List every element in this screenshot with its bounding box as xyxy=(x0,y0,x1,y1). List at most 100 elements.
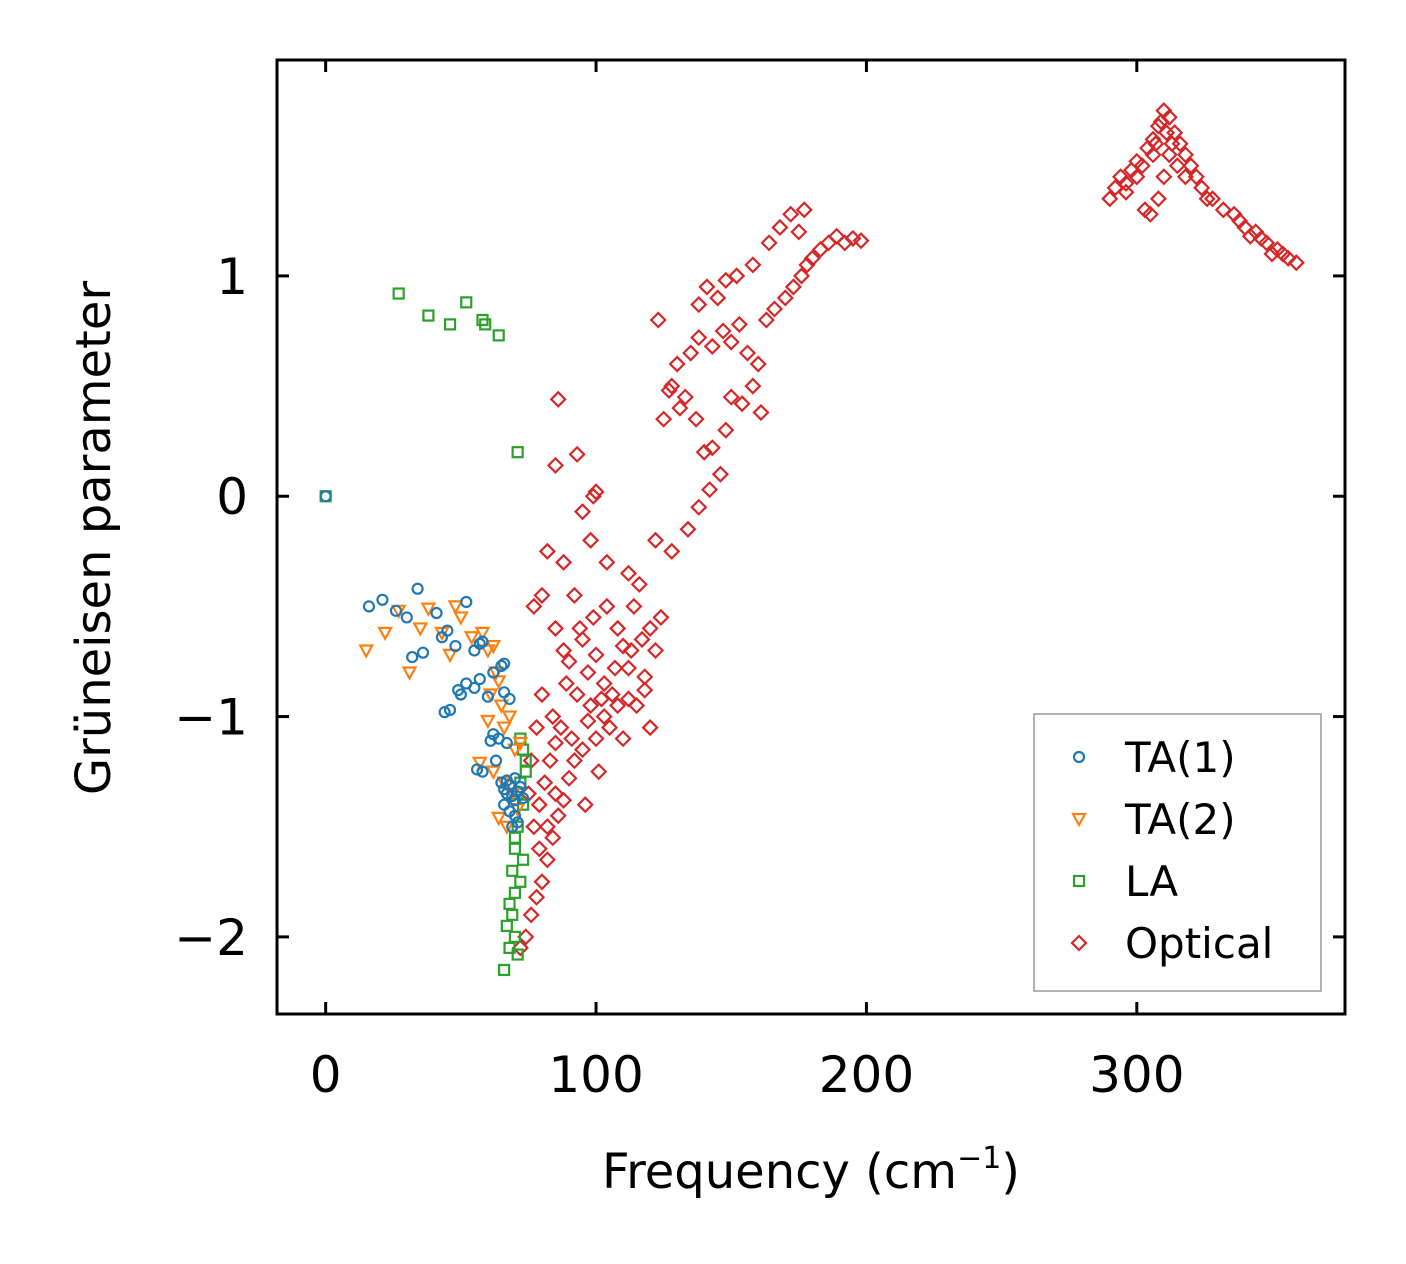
point-ta-2 xyxy=(496,721,512,736)
point-optical xyxy=(587,483,605,501)
point-ta-1 xyxy=(489,754,503,767)
point-optical xyxy=(598,553,616,571)
y-tick-label: 1 xyxy=(216,248,248,306)
point-optical xyxy=(619,659,638,677)
point-optical xyxy=(528,888,546,906)
point-optical xyxy=(544,829,562,847)
point-ta-1 xyxy=(400,611,413,624)
point-optical xyxy=(573,630,592,649)
x-tick-label: 300 xyxy=(1089,1046,1184,1104)
point-optical xyxy=(792,267,811,285)
point-ta-2 xyxy=(490,675,507,690)
point-la xyxy=(422,309,435,322)
point-optical xyxy=(606,659,624,677)
point-optical xyxy=(619,564,638,582)
y-tick-label: −2 xyxy=(174,909,248,967)
point-optical xyxy=(730,315,748,333)
legend-item-ta-2: TA(2) xyxy=(1071,795,1236,844)
y-tick-label: 0 xyxy=(216,468,248,526)
point-la xyxy=(460,296,473,309)
point-ta-2 xyxy=(442,648,458,664)
point-optical xyxy=(760,234,778,252)
series-optical xyxy=(511,102,1305,957)
point-ta-2 xyxy=(480,714,496,730)
point-optical xyxy=(679,520,697,538)
point-optical xyxy=(525,597,543,615)
point-optical xyxy=(703,439,721,457)
point-optical xyxy=(1198,190,1216,208)
point-ta-2 xyxy=(463,631,480,646)
point-optical xyxy=(601,719,619,737)
point-optical xyxy=(1147,135,1165,153)
point-ta-2 xyxy=(401,666,418,681)
point-la xyxy=(503,897,516,910)
point-optical xyxy=(820,234,838,252)
point-la xyxy=(508,842,522,855)
point-optical xyxy=(1117,183,1135,201)
point-ta-1 xyxy=(487,666,500,679)
y-axis-title: Grüneisen parameter xyxy=(66,281,122,796)
point-ta-1 xyxy=(476,635,489,648)
point-optical xyxy=(749,355,767,373)
point-ta-1 xyxy=(441,624,454,637)
axis-ticks-layer: 0 100 200 300 −2 −1 0 1 xyxy=(174,60,1345,1104)
point-optical xyxy=(1241,227,1259,245)
point-optical xyxy=(714,322,732,340)
point-optical xyxy=(776,289,794,307)
point-ta-1 xyxy=(508,772,522,785)
point-optical xyxy=(728,267,746,285)
point-la xyxy=(508,831,522,844)
point-optical xyxy=(687,410,705,428)
point-optical xyxy=(582,531,600,549)
point-optical xyxy=(546,785,565,803)
legend-item-ta-1: TA(1) xyxy=(1072,733,1236,782)
point-optical xyxy=(636,681,654,699)
point-la xyxy=(506,864,519,877)
point-optical xyxy=(1117,174,1135,192)
point-optical xyxy=(703,337,721,355)
point-optical xyxy=(628,696,646,715)
point-optical xyxy=(560,652,578,671)
point-la xyxy=(519,765,532,778)
x-axis-title: Frequency (cm−1) xyxy=(602,1141,1020,1200)
point-optical xyxy=(1287,254,1305,272)
point-optical xyxy=(609,619,627,637)
point-ta-1 xyxy=(495,659,508,672)
point-ta-2 xyxy=(412,622,429,637)
point-optical xyxy=(690,296,708,314)
point-optical xyxy=(641,619,659,637)
point-optical xyxy=(536,774,554,792)
point-la xyxy=(511,948,524,961)
point-ta-1 xyxy=(430,606,443,620)
point-optical xyxy=(595,674,613,693)
point-optical xyxy=(533,873,551,891)
point-optical xyxy=(1152,113,1170,131)
point-ta-1 xyxy=(498,798,511,811)
point-optical xyxy=(1163,135,1181,153)
legend-label-optical: Optical xyxy=(1125,919,1273,968)
point-optical xyxy=(595,708,613,726)
point-optical xyxy=(546,734,565,752)
point-optical xyxy=(511,939,529,957)
point-ta-2 xyxy=(453,611,469,626)
point-optical xyxy=(663,542,681,560)
legend: TA(1) TA(2) LA Optical xyxy=(1033,713,1322,992)
x-tick-label: 0 xyxy=(310,1046,342,1104)
point-optical xyxy=(568,445,586,463)
point-optical xyxy=(676,388,694,406)
legend-marker-optical xyxy=(1070,934,1088,952)
point-optical xyxy=(579,712,597,730)
legend-item-la: LA xyxy=(1072,857,1178,906)
point-ta-2 xyxy=(490,811,507,827)
point-optical xyxy=(546,619,565,637)
point-optical xyxy=(549,807,567,825)
point-optical xyxy=(517,928,535,946)
legend-marker-ta-1 xyxy=(1072,750,1086,764)
point-ta-2 xyxy=(480,644,496,659)
point-optical xyxy=(584,608,602,626)
point-la xyxy=(500,919,513,932)
point-optical xyxy=(717,271,735,289)
point-optical xyxy=(646,531,665,549)
point-optical xyxy=(538,851,556,869)
point-optical xyxy=(619,690,638,708)
